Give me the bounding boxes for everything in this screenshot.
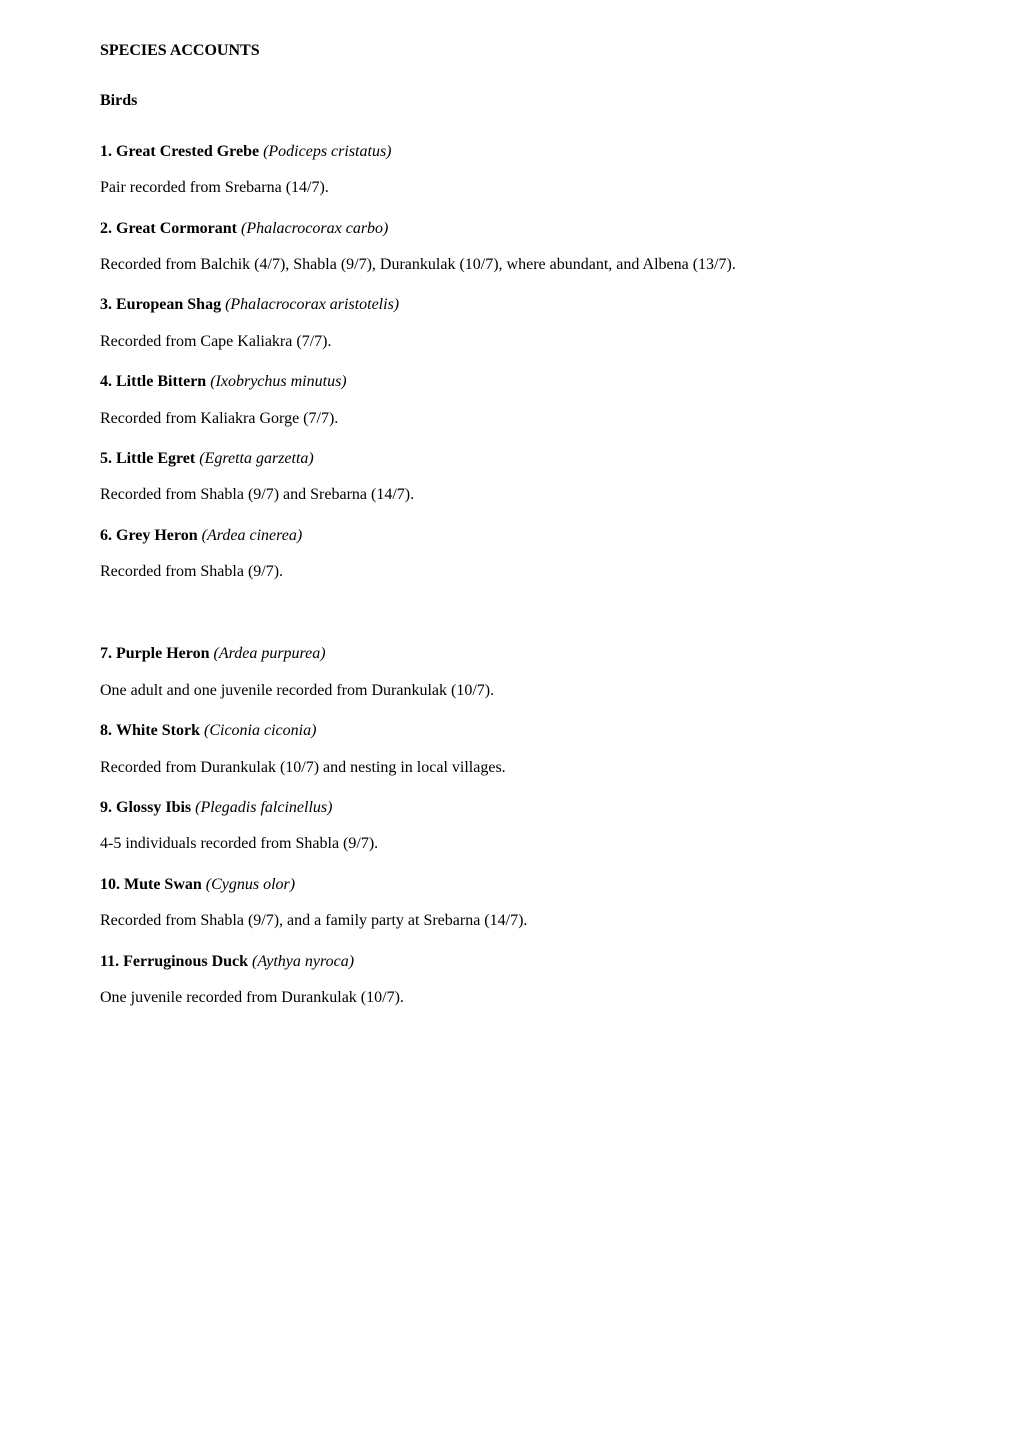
- species-common-name: Great Crested Grebe: [116, 143, 259, 160]
- species-title: 1. Great Crested Grebe (Podiceps cristat…: [100, 141, 920, 163]
- species-latin-name: (Ixobrychus minutus): [210, 373, 346, 390]
- species-latin-name: (Cygnus olor): [206, 876, 295, 893]
- species-title: 2. Great Cormorant (Phalacrocorax carbo): [100, 218, 920, 240]
- species-latin-name: (Phalacrocorax aristotelis): [225, 296, 399, 313]
- species-entry: 10. Mute Swan (Cygnus olor) Recorded fro…: [100, 874, 920, 933]
- species-description: Recorded from Kaliakra Gorge (7/7).: [100, 408, 920, 430]
- species-entry: 8. White Stork (Ciconia ciconia) Recorde…: [100, 720, 920, 779]
- species-description: 4-5 individuals recorded from Shabla (9/…: [100, 833, 920, 855]
- species-common-name: Little Bittern: [116, 373, 206, 390]
- species-number: 2.: [100, 220, 112, 237]
- species-common-name: White Stork: [116, 722, 200, 739]
- species-entry: 11. Ferruginous Duck (Aythya nyroca) One…: [100, 951, 920, 1010]
- species-title: 10. Mute Swan (Cygnus olor): [100, 874, 920, 896]
- subsection-heading: Birds: [100, 90, 920, 112]
- species-common-name: Purple Heron: [116, 645, 209, 662]
- species-description: Recorded from Cape Kaliakra (7/7).: [100, 331, 920, 353]
- species-entry: 6. Grey Heron (Ardea cinerea) Recorded f…: [100, 525, 920, 584]
- species-title: 8. White Stork (Ciconia ciconia): [100, 720, 920, 742]
- species-title: 9. Glossy Ibis (Plegadis falcinellus): [100, 797, 920, 819]
- species-entry: 2. Great Cormorant (Phalacrocorax carbo)…: [100, 218, 920, 277]
- species-latin-name: (Aythya nyroca): [252, 953, 354, 970]
- species-latin-name: (Phalacrocorax carbo): [241, 220, 388, 237]
- species-description: One adult and one juvenile recorded from…: [100, 680, 920, 702]
- species-latin-name: (Egretta garzetta): [199, 450, 314, 467]
- species-common-name: Ferruginous Duck: [123, 953, 248, 970]
- species-number: 1.: [100, 143, 112, 160]
- species-description: Recorded from Durankulak (10/7) and nest…: [100, 757, 920, 779]
- species-number: 10.: [100, 876, 120, 893]
- species-description: Recorded from Shabla (9/7).: [100, 561, 920, 583]
- section-gap: [100, 601, 920, 627]
- species-common-name: Mute Swan: [124, 876, 202, 893]
- species-entry: 4. Little Bittern (Ixobrychus minutus) R…: [100, 371, 920, 430]
- species-latin-name: (Ciconia ciconia): [204, 722, 316, 739]
- species-description: Pair recorded from Srebarna (14/7).: [100, 177, 920, 199]
- species-number: 11.: [100, 953, 119, 970]
- species-entry: 3. European Shag (Phalacrocorax aristote…: [100, 294, 920, 353]
- species-number: 4.: [100, 373, 112, 390]
- species-common-name: Little Egret: [116, 450, 195, 467]
- species-common-name: Grey Heron: [116, 527, 202, 544]
- species-title: 4. Little Bittern (Ixobrychus minutus): [100, 371, 920, 393]
- species-number: 8.: [100, 722, 112, 739]
- species-latin-name: (Ardea cinerea): [202, 527, 303, 544]
- species-description: One juvenile recorded from Durankulak (1…: [100, 987, 920, 1009]
- species-latin-name: (Podiceps cristatus): [263, 143, 391, 160]
- species-title: 5. Little Egret (Egretta garzetta): [100, 448, 920, 470]
- species-entry: 5. Little Egret (Egretta garzetta) Recor…: [100, 448, 920, 507]
- species-number: 5.: [100, 450, 112, 467]
- species-title: 6. Grey Heron (Ardea cinerea): [100, 525, 920, 547]
- page-title: SPECIES ACCOUNTS: [100, 40, 920, 62]
- species-title: 3. European Shag (Phalacrocorax aristote…: [100, 294, 920, 316]
- species-entry: 1. Great Crested Grebe (Podiceps cristat…: [100, 141, 920, 200]
- species-description: Recorded from Shabla (9/7), and a family…: [100, 910, 920, 932]
- species-common-name: European Shag: [116, 296, 221, 313]
- species-description: Recorded from Shabla (9/7) and Srebarna …: [100, 484, 920, 506]
- species-common-name: Great Cormorant: [116, 220, 237, 237]
- species-entry: 9. Glossy Ibis (Plegadis falcinellus) 4-…: [100, 797, 920, 856]
- species-entry: 7. Purple Heron (Ardea purpurea) One adu…: [100, 643, 920, 702]
- species-number: 7.: [100, 645, 112, 662]
- species-title: 7. Purple Heron (Ardea purpurea): [100, 643, 920, 665]
- species-title: 11. Ferruginous Duck (Aythya nyroca): [100, 951, 920, 973]
- species-number: 6.: [100, 527, 112, 544]
- species-common-name: Glossy Ibis: [116, 799, 191, 816]
- species-number: 9.: [100, 799, 112, 816]
- species-latin-name: (Plegadis falcinellus): [195, 799, 332, 816]
- species-number: 3.: [100, 296, 112, 313]
- species-latin-name: (Ardea purpurea): [213, 645, 325, 662]
- species-description: Recorded from Balchik (4/7), Shabla (9/7…: [100, 254, 920, 276]
